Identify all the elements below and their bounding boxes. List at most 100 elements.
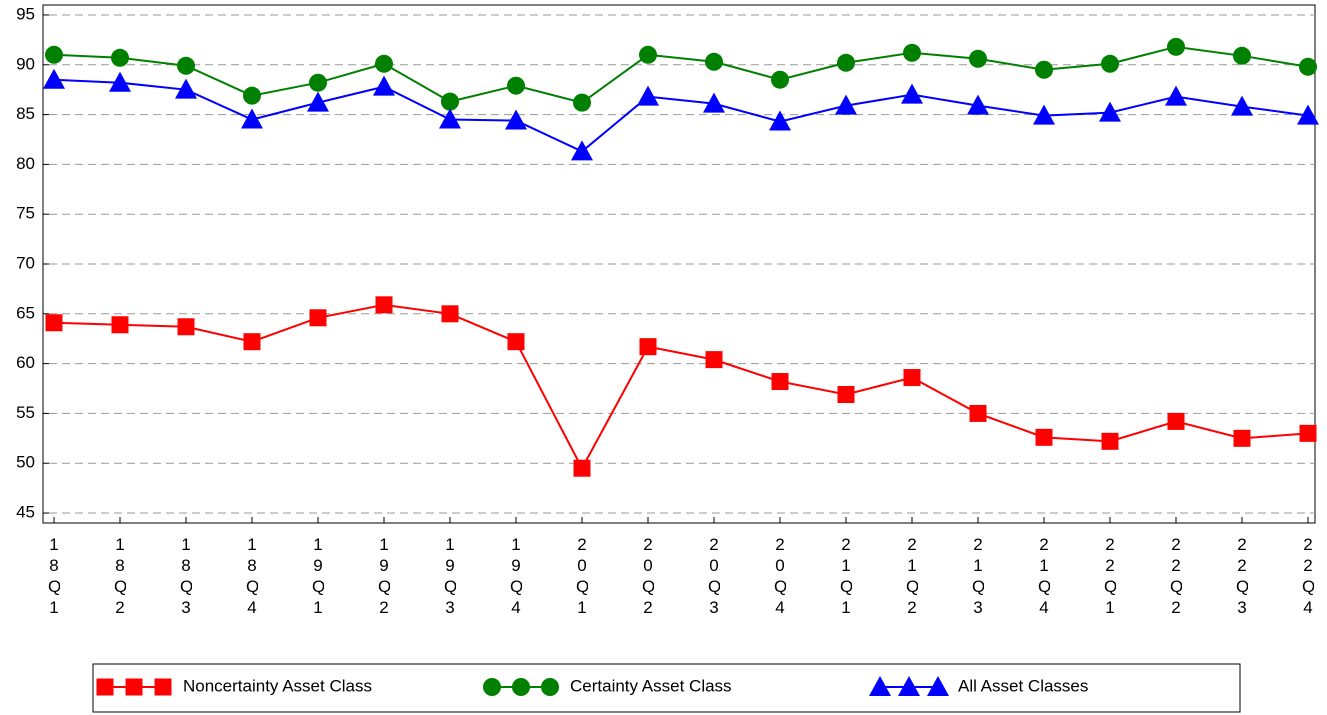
- x-tick-label-box: 21Q4: [1038, 535, 1050, 617]
- x-tick-label-box: 18Q3: [180, 535, 192, 617]
- marker: [1035, 428, 1053, 446]
- marker: [1233, 46, 1251, 65]
- x-tick-label: 20Q1: [576, 535, 588, 617]
- marker: [705, 351, 723, 369]
- x-tick-label-box: 19Q3: [444, 535, 456, 617]
- x-tick-label: 18Q1: [48, 535, 60, 617]
- legend-label: Noncertainty Asset Class: [183, 676, 372, 695]
- y-tick-label: 85: [16, 104, 35, 123]
- marker: [901, 83, 923, 104]
- legend-label: Certainty Asset Class: [570, 676, 732, 695]
- marker: [154, 678, 172, 696]
- x-tick-label-box: 22Q2: [1170, 535, 1182, 617]
- marker: [177, 318, 195, 336]
- y-tick-label: 80: [16, 154, 35, 173]
- marker: [243, 86, 261, 105]
- marker: [441, 305, 459, 323]
- marker: [1101, 432, 1119, 450]
- marker: [835, 94, 857, 115]
- marker: [309, 309, 327, 327]
- x-tick-label-box: 22Q4: [1302, 535, 1314, 617]
- marker: [771, 70, 789, 89]
- x-tick-label: 19Q4: [510, 535, 522, 617]
- x-tick-label-box: 18Q4: [246, 535, 258, 617]
- marker: [512, 678, 530, 696]
- marker: [903, 43, 921, 62]
- marker: [639, 338, 657, 356]
- marker: [837, 53, 855, 72]
- marker: [175, 78, 197, 99]
- x-tick-label-box: 21Q3: [972, 535, 984, 617]
- marker: [969, 404, 987, 422]
- marker: [373, 75, 395, 96]
- marker: [111, 316, 129, 334]
- legend-label: All Asset Classes: [958, 676, 1088, 695]
- x-tick-label: 22Q4: [1302, 535, 1314, 617]
- marker: [125, 678, 143, 696]
- y-tick-label: 90: [16, 54, 35, 73]
- x-tick-label: 21Q1: [840, 535, 852, 617]
- x-tick-label: 20Q4: [774, 535, 786, 617]
- y-tick-label: 60: [16, 353, 35, 372]
- x-tick-label-box: 19Q1: [312, 535, 324, 617]
- x-tick-label: 19Q3: [444, 535, 456, 617]
- marker: [43, 68, 65, 89]
- marker: [375, 54, 393, 73]
- y-tick-label: 75: [16, 204, 35, 223]
- x-tick-label-box: 20Q2: [642, 535, 654, 617]
- marker: [1035, 60, 1053, 79]
- y-tick-label: 55: [16, 403, 35, 422]
- y-tick-label: 65: [16, 303, 35, 322]
- x-tick-label: 19Q2: [378, 535, 390, 617]
- marker: [1167, 412, 1185, 430]
- marker: [441, 92, 459, 111]
- x-tick-label-box: 20Q3: [708, 535, 720, 617]
- marker: [241, 108, 263, 129]
- marker: [639, 45, 657, 64]
- x-tick-label: 20Q3: [708, 535, 720, 617]
- x-tick-label: 20Q2: [642, 535, 654, 617]
- marker: [541, 678, 559, 696]
- series-line: [53, 45, 1309, 104]
- marker: [637, 85, 659, 106]
- marker: [573, 93, 591, 112]
- x-tick-label: 21Q2: [906, 535, 918, 617]
- y-tick-label: 70: [16, 253, 35, 272]
- marker: [507, 333, 525, 351]
- marker: [483, 678, 501, 696]
- x-tick-label: 21Q3: [972, 535, 984, 617]
- marker: [45, 45, 63, 64]
- marker: [109, 71, 131, 92]
- x-tick-label-box: 21Q2: [906, 535, 918, 617]
- marker: [243, 333, 261, 351]
- marker: [771, 373, 789, 391]
- marker: [869, 676, 891, 696]
- marker: [1297, 104, 1319, 125]
- x-tick-label: 18Q4: [246, 535, 258, 617]
- x-tick-label-box: 18Q2: [114, 535, 126, 617]
- y-tick-label: 95: [16, 4, 35, 23]
- x-tick-label-box: 19Q4: [510, 535, 522, 617]
- x-tick-label: 19Q1: [312, 535, 324, 617]
- marker: [1167, 37, 1185, 56]
- x-tick-label: 21Q4: [1038, 535, 1050, 617]
- marker: [1033, 104, 1055, 125]
- marker: [769, 110, 791, 131]
- marker: [898, 676, 920, 696]
- x-tick-label-box: 20Q1: [576, 535, 588, 617]
- marker: [309, 73, 327, 92]
- marker: [177, 56, 195, 75]
- x-tick-label-box: 22Q1: [1104, 535, 1116, 617]
- series-line: [53, 303, 1309, 471]
- x-tick-label-box: 19Q2: [378, 535, 390, 617]
- marker: [307, 91, 329, 112]
- marker: [927, 676, 949, 696]
- y-tick-label: 45: [16, 503, 35, 522]
- marker: [703, 92, 725, 113]
- x-tick-label-box: 21Q1: [840, 535, 852, 617]
- marker: [571, 140, 593, 161]
- marker: [111, 48, 129, 67]
- marker: [903, 369, 921, 387]
- x-tick-label: 18Q2: [114, 535, 126, 617]
